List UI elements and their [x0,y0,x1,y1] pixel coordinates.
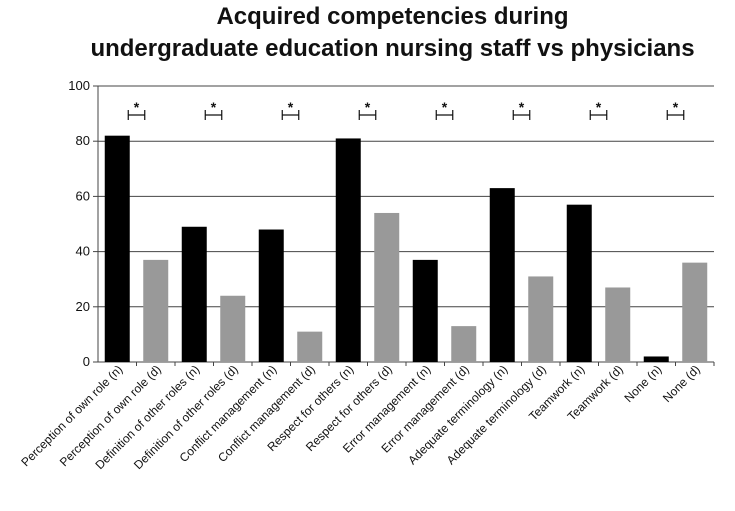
significance-marker: * [134,99,140,115]
y-tick-label: 20 [76,299,90,314]
bar [412,259,438,362]
significance-marker: * [288,99,294,115]
bar [566,204,592,362]
bar [258,229,284,362]
bar [682,262,708,362]
bar [451,326,477,362]
y-tick-label: 60 [76,188,90,203]
significance-marker: * [596,99,602,115]
bar [143,259,169,362]
y-tick-label: 40 [76,244,90,259]
x-tick-label: None (d) [660,362,703,405]
chart-title-line-2: undergraduate education nursing staff vs… [90,35,695,62]
bar [297,331,323,362]
bar [181,226,207,362]
y-tick-label: 100 [68,78,90,93]
significance-marker: * [211,99,217,115]
significance-marker: * [673,99,679,115]
bar [374,212,400,362]
bar [643,356,669,362]
bar [605,287,631,362]
bar [335,138,361,362]
y-tick-label: 80 [76,133,90,148]
y-tick-label: 0 [83,354,90,369]
significance-marker: * [365,99,371,115]
bar [220,295,246,362]
bar [528,276,554,362]
chart-title-line-1: Acquired competencies during [216,3,569,30]
significance-marker: * [442,99,448,115]
bar [489,188,515,362]
x-tick-label: None (n) [621,362,664,405]
bar [104,135,130,362]
significance-marker: * [519,99,525,115]
